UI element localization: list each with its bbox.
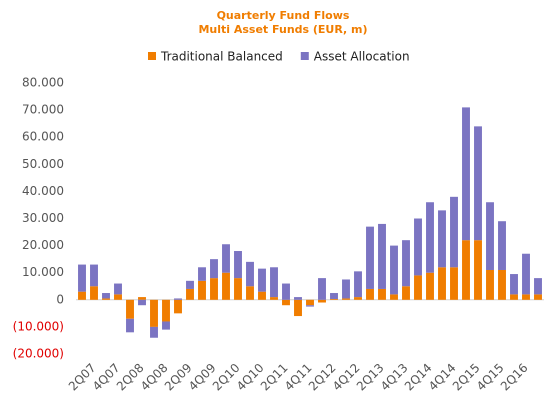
bar: [390, 245, 398, 295]
bar: [234, 278, 242, 300]
bar: [390, 294, 398, 300]
y-tick-label: 50.000: [22, 157, 64, 171]
bar: [486, 269, 494, 300]
bar: [510, 294, 518, 300]
bar: [174, 299, 182, 314]
legend-swatch: [148, 52, 156, 60]
bar: [534, 278, 542, 295]
y-tick-label: 80.000: [22, 76, 64, 90]
bar: [366, 226, 374, 289]
bar: [126, 318, 134, 333]
bar: [210, 259, 218, 279]
bar: [78, 291, 86, 300]
bar: [450, 196, 458, 268]
bar: [210, 278, 218, 300]
bar: [402, 286, 410, 300]
bar: [354, 297, 362, 300]
bar: [294, 299, 302, 317]
bar: [258, 268, 266, 292]
legend-swatch: [300, 52, 309, 60]
bar: [114, 283, 122, 295]
bar: [378, 288, 386, 300]
bar: [150, 326, 158, 338]
bar: [162, 299, 170, 322]
bar: [330, 293, 338, 299]
y-tick-label: 10.000: [22, 265, 64, 279]
bar: [318, 299, 326, 303]
bar: [486, 202, 494, 270]
bar: [414, 218, 422, 276]
x-tick-label: 2Q16: [498, 361, 531, 394]
bar: [138, 297, 146, 300]
y-tick-label: (10.000): [13, 319, 64, 333]
bar: [462, 240, 470, 300]
bar: [414, 275, 422, 300]
bar: [234, 251, 242, 279]
bar: [522, 253, 530, 295]
bar: [498, 221, 506, 270]
bar: [114, 294, 122, 300]
bar: [90, 286, 98, 300]
bar: [222, 272, 230, 300]
bar: [102, 293, 110, 299]
bar: [306, 305, 314, 307]
bar: [534, 294, 542, 300]
bar: [174, 298, 182, 300]
bar: [306, 299, 314, 306]
y-tick-label: 20.000: [22, 238, 64, 252]
bar: [78, 264, 86, 292]
bar: [258, 291, 266, 300]
bar: [498, 269, 506, 300]
bar: [330, 298, 338, 300]
bar: [462, 107, 470, 241]
bar: [426, 272, 434, 300]
bar: [294, 297, 302, 300]
bar: [522, 294, 530, 300]
bar: [270, 267, 278, 298]
bar: [150, 299, 158, 327]
y-tick-label: 30.000: [22, 211, 64, 225]
y-tick-label: (20.000): [13, 347, 64, 361]
bar: [90, 264, 98, 287]
legend-label: Traditional Balanced: [160, 50, 283, 64]
bar: [438, 210, 446, 268]
y-tick-label: 70.000: [22, 103, 64, 117]
chart-title: Quarterly Fund Flows: [217, 9, 350, 22]
bar: [198, 280, 206, 300]
bar: [366, 288, 374, 300]
bar: [426, 202, 434, 273]
chart-subtitle: Multi Asset Funds (EUR, m): [198, 23, 367, 36]
legend-label: Asset Allocation: [314, 50, 410, 64]
bar: [186, 288, 194, 300]
y-tick-label: 60.000: [22, 130, 64, 144]
bar: [402, 240, 410, 287]
bar: [282, 283, 290, 300]
bar: [246, 286, 254, 300]
bar: [318, 278, 326, 300]
bar: [510, 274, 518, 295]
bar: [102, 298, 110, 300]
bar: [474, 240, 482, 300]
bar: [282, 299, 290, 306]
bar: [138, 299, 146, 306]
bar: [474, 126, 482, 241]
bar: [378, 223, 386, 289]
bar: [222, 244, 230, 273]
bar: [354, 271, 362, 298]
y-tick-label: 0: [56, 292, 64, 306]
bar: [126, 299, 134, 319]
bar: [438, 267, 446, 300]
bar: [162, 321, 170, 330]
bar: [342, 298, 350, 300]
y-tick-label: 40.000: [22, 184, 64, 198]
bar: [342, 279, 350, 299]
bar: [186, 280, 194, 289]
bar: [198, 267, 206, 281]
bar: [450, 267, 458, 300]
bar: [246, 261, 254, 287]
bar: [270, 297, 278, 300]
